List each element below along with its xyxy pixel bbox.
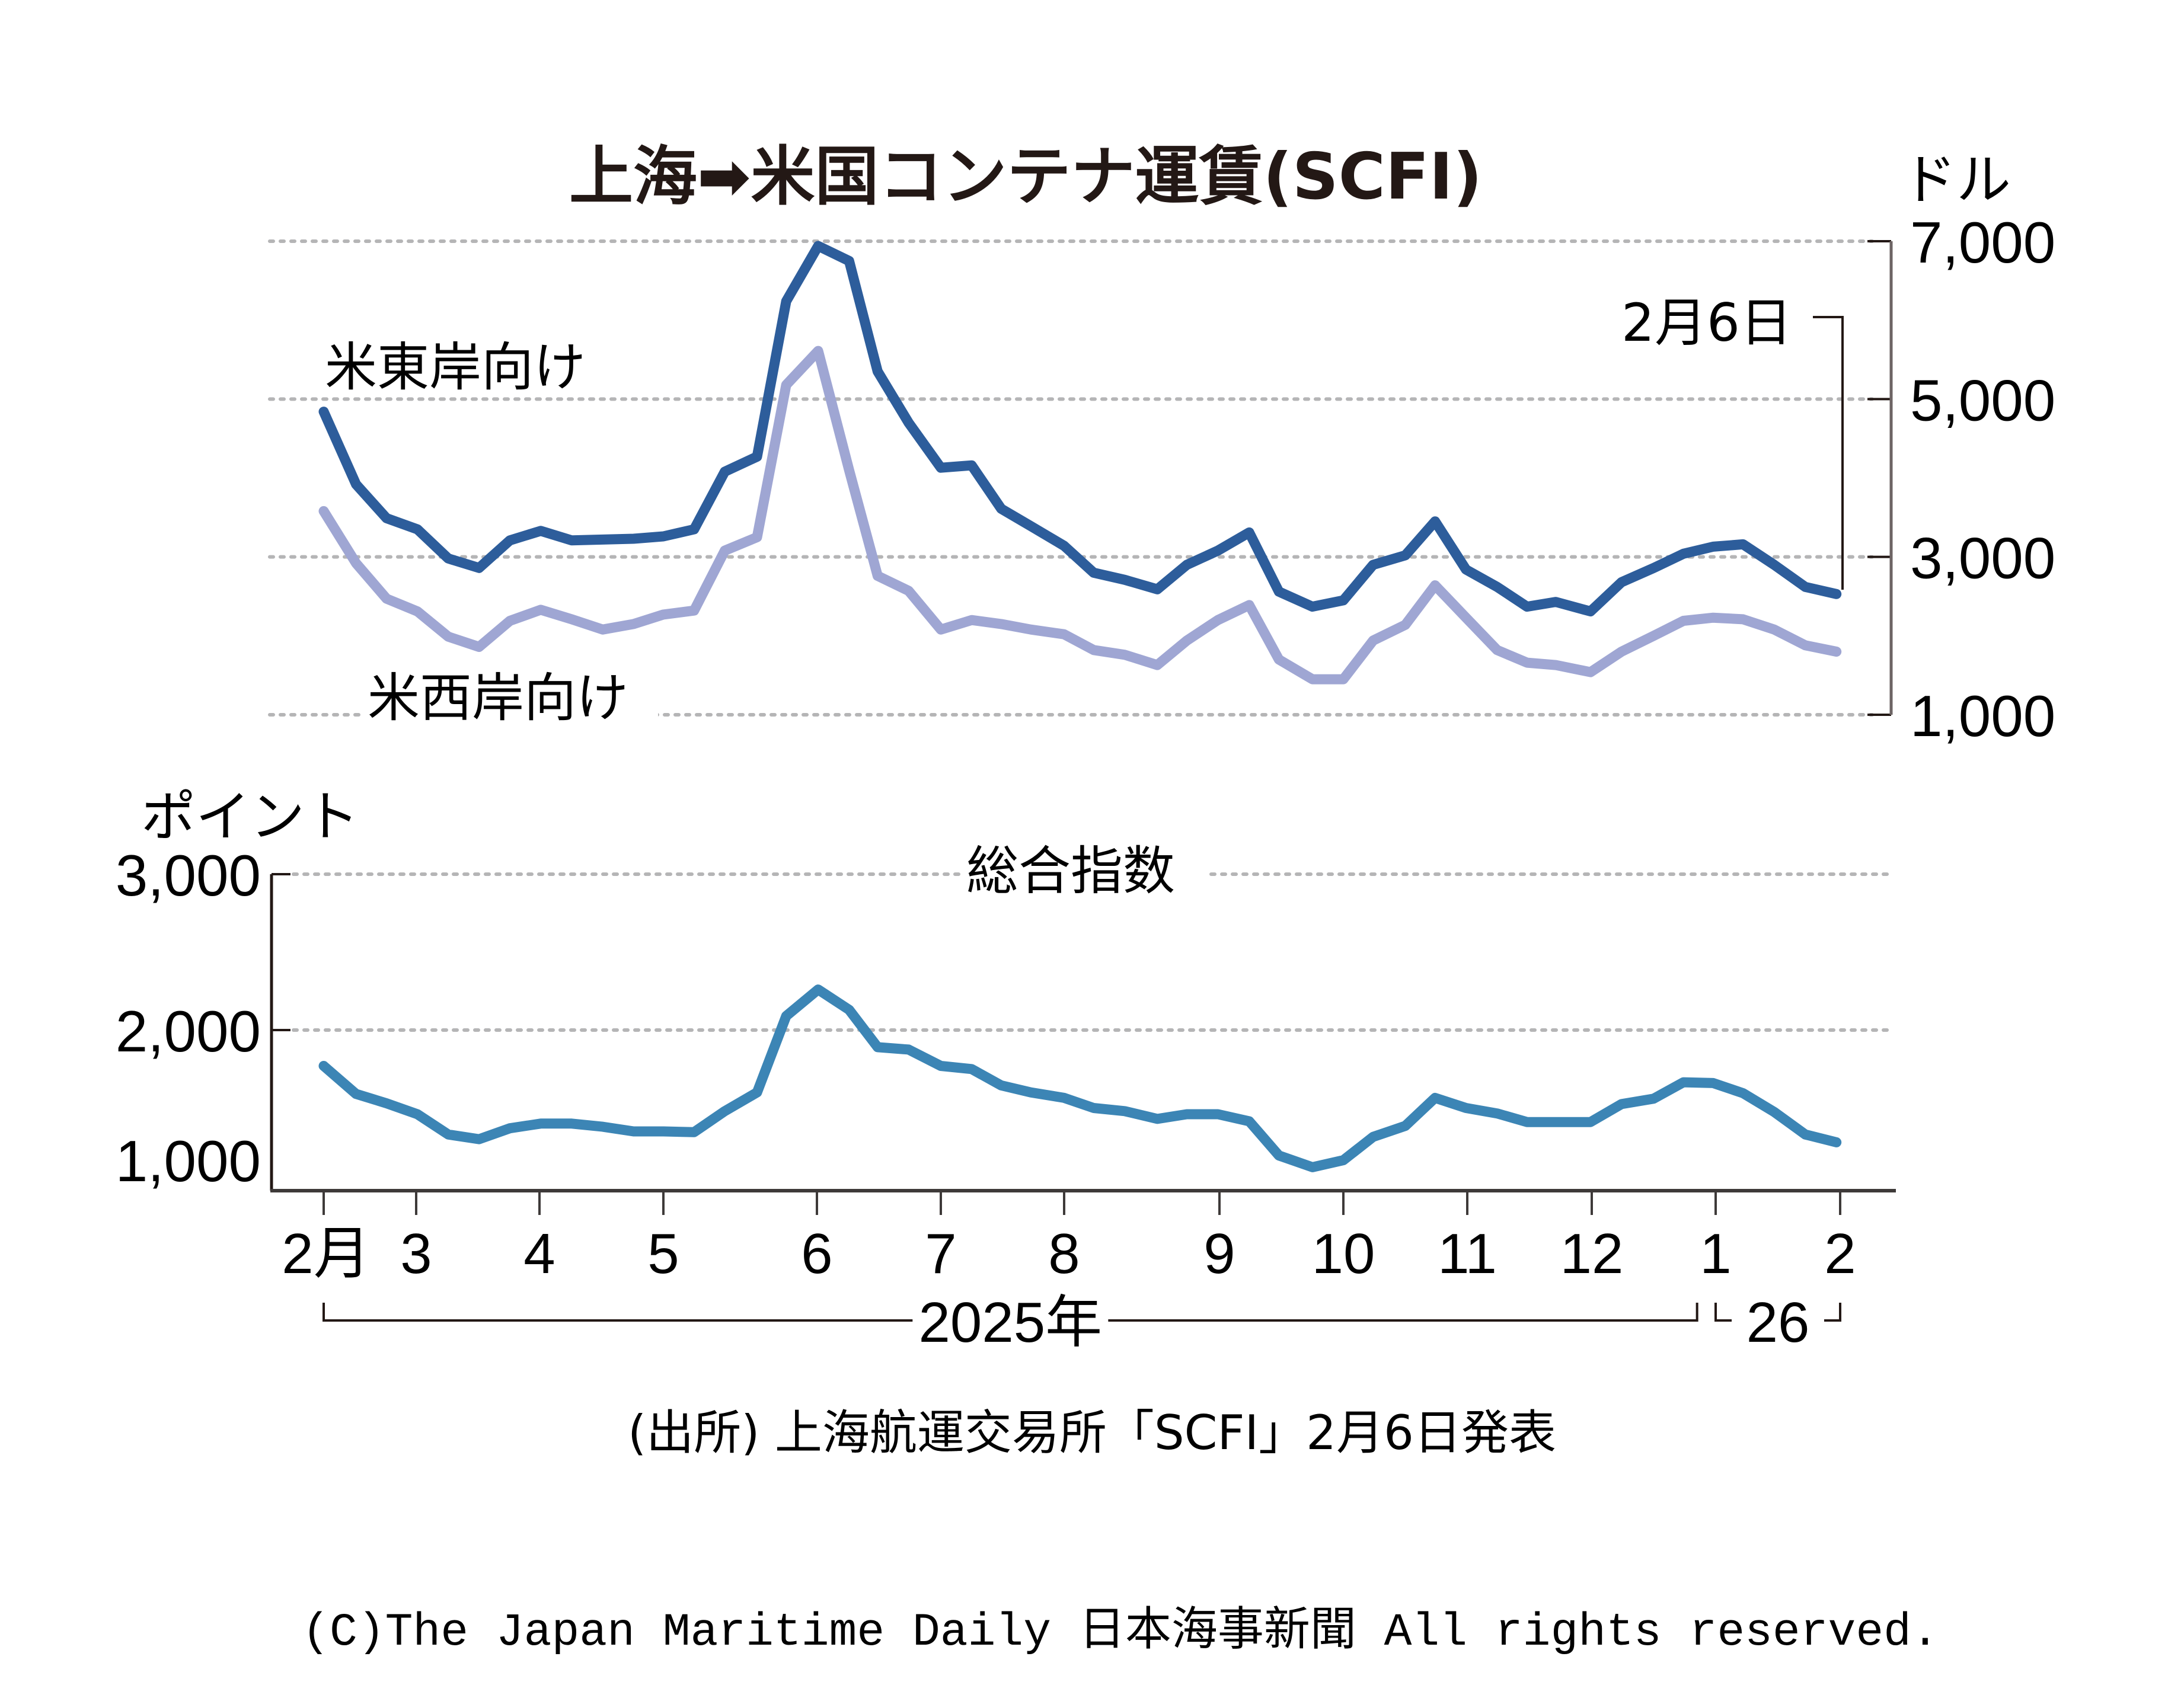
x-tick-label: 11 [1438, 1222, 1497, 1286]
upper-y-tick-label: 1,000 [1910, 683, 2055, 749]
x-tick-label: 7 [925, 1222, 956, 1286]
lower-y-tick-label: 2,000 [116, 999, 261, 1064]
x-tick-label: 2 [1824, 1222, 1856, 1286]
upper-y-tick-labels: 7,000 5,000 3,000 1,000 [1910, 210, 2055, 749]
lower-axes [270, 873, 1896, 1192]
chart-title: 上海➡米国コンテナ運賃(SCFI) [569, 140, 1482, 214]
upper-unit-label: ドル [1902, 148, 2011, 212]
year-label: 2025年 [919, 1291, 1103, 1354]
upper-y-tick-label: 3,000 [1910, 526, 2055, 591]
x-tick-label: 2月 [282, 1222, 370, 1286]
x-tick-label: 5 [647, 1222, 679, 1286]
year-bracket-right [1824, 1303, 1841, 1322]
x-tick-label: 6 [801, 1222, 832, 1286]
date-annotation-leader [1813, 316, 1844, 590]
x-tick-label: 4 [523, 1222, 555, 1286]
x-tick-label: 10 [1312, 1222, 1375, 1286]
composite-index-label: 総合指数 [966, 840, 1175, 901]
x-tick-label: 8 [1048, 1222, 1080, 1286]
lower-y-tick-label: 1,000 [116, 1128, 261, 1194]
lower-unit-label: ポイント [141, 785, 359, 849]
west-coast-label: 米西岸向け [368, 667, 628, 728]
lower-series [318, 984, 1842, 1172]
upper-y-axis [1867, 240, 1893, 716]
upper-series [318, 241, 1842, 685]
copyright-notice: (C)The Japan Maritime Daily 日本海事新聞 All r… [302, 1605, 1939, 1659]
x-tick-label: 1 [1700, 1222, 1731, 1286]
x-tick-label: 3 [400, 1222, 432, 1286]
east-coast-label: 米東岸向け [325, 337, 586, 398]
x-tick-label: 12 [1560, 1222, 1624, 1286]
source-note: (出所) 上海航運交易所「SCFI」2月6日発表 [628, 1405, 1556, 1460]
east-coast-line [318, 241, 1842, 617]
x-axis-tick-labels: 2月 3 4 5 6 7 8 9 10 11 12 1 2 [282, 1222, 1856, 1286]
upper-y-tick-label: 5,000 [1910, 367, 2055, 433]
year-label: 26 [1746, 1291, 1810, 1354]
west-label-bg [362, 664, 658, 726]
composite-label-bg [960, 836, 1209, 901]
lower-y-tick-labels: 3,000 2,000 1,000 [116, 843, 261, 1194]
year-bracket-left [1714, 1303, 1732, 1322]
date-annotation: 2月6日 [1621, 292, 1792, 353]
upper-y-tick-label: 7,000 [1910, 210, 2055, 275]
lower-y-tick-label: 3,000 [116, 843, 261, 908]
composite-index-line [318, 984, 1842, 1172]
year-brackets: 2025年 26 [323, 1291, 1841, 1354]
year-bracket-left [323, 1303, 913, 1322]
x-tick-label: 9 [1203, 1222, 1235, 1286]
year-bracket-right [1108, 1303, 1698, 1322]
x-axis-ticks [323, 1191, 1841, 1215]
west-coast-line [318, 346, 1842, 685]
